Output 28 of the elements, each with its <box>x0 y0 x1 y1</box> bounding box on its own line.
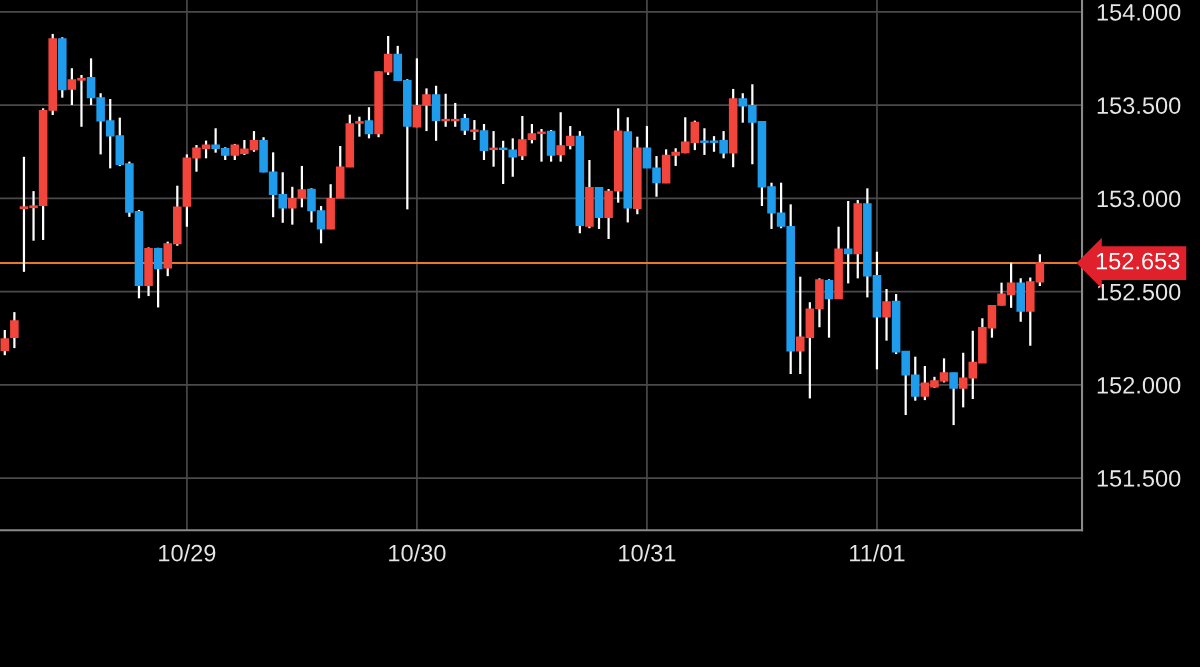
candlestick <box>288 185 297 226</box>
x-tick-label: 10/29 <box>159 544 216 562</box>
candlestick <box>882 287 891 342</box>
x-tick-label: 11/01 <box>850 544 905 562</box>
candlestick <box>297 164 307 209</box>
y-tick-label: 153.000 <box>1097 190 1181 208</box>
candlestick <box>470 118 479 142</box>
candlestick <box>479 122 489 162</box>
candlestick <box>824 278 834 339</box>
y-tick-label: 154.000 <box>1097 4 1181 21</box>
x-tick-label: 10/31 <box>619 544 676 562</box>
candlestick <box>652 154 661 198</box>
candlestick <box>153 246 163 309</box>
candlestick <box>949 371 958 427</box>
candlestick <box>0 328 10 357</box>
y-tick-label: 152.500 <box>1097 283 1181 301</box>
candlestick <box>10 311 19 350</box>
x-tick-label: 10/30 <box>389 544 446 562</box>
candlestick <box>843 199 853 285</box>
candlestick <box>546 128 556 163</box>
candlestick <box>460 112 470 137</box>
candlestick <box>489 129 498 168</box>
y-tick-label: 151.500 <box>1097 470 1181 487</box>
y-tick-label: 152.000 <box>1097 376 1181 394</box>
ref-line-label: 152.653 <box>1096 252 1180 270</box>
candlestick <box>642 124 652 170</box>
candlestick <box>364 106 374 140</box>
y-tick-label: 153.500 <box>1097 97 1181 114</box>
